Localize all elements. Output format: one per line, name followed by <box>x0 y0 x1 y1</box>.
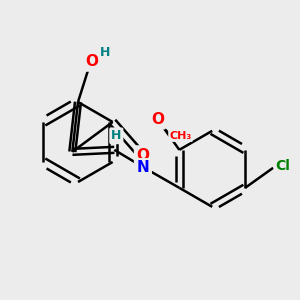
Text: O: O <box>151 112 164 127</box>
Text: N: N <box>137 160 150 175</box>
Text: Cl: Cl <box>276 159 291 173</box>
Text: H: H <box>100 46 110 59</box>
Text: O: O <box>85 55 98 70</box>
Text: H: H <box>111 129 122 142</box>
Text: O: O <box>136 148 149 163</box>
Text: CH₃: CH₃ <box>169 131 192 141</box>
